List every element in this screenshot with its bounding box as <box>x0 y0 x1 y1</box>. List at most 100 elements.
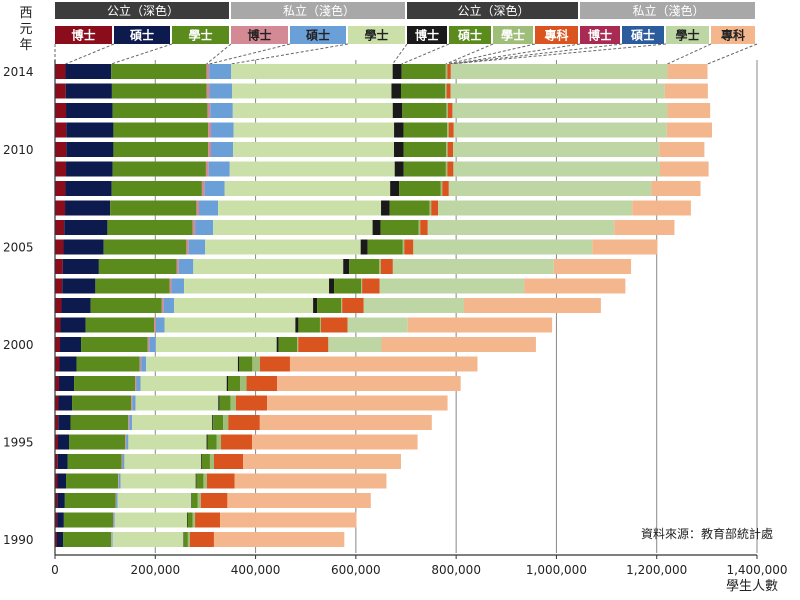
bar-1993-series-2 <box>66 473 119 489</box>
bar-1996-series-1 <box>58 415 71 430</box>
bar-2010-series-4 <box>210 142 234 157</box>
bar-2013-series-5 <box>232 83 392 99</box>
bar-2010-series-8 <box>446 142 448 157</box>
bar-1992-series-6 <box>191 493 192 508</box>
bar-1993-series-3 <box>118 473 119 489</box>
bar-2004-series-2 <box>98 259 177 274</box>
bar-2004-series-8 <box>379 259 381 274</box>
bar-2012-series-9 <box>447 103 453 118</box>
bar-2000-series-4 <box>149 337 156 352</box>
bar-2012-series-12 <box>452 103 668 118</box>
bar-2007-series-13 <box>632 200 691 216</box>
header-group-0 <box>55 2 229 19</box>
bar-2005-series-8 <box>402 239 405 255</box>
bar-2007-series-4 <box>199 200 219 216</box>
bar-1992-series-2 <box>64 493 116 508</box>
bar-1991-series-2 <box>63 512 114 528</box>
legend-connector-13 <box>667 43 712 65</box>
bar-1994-series-2 <box>67 454 122 469</box>
bar-2004-series-12 <box>392 259 554 274</box>
bar-2006-series-4 <box>195 220 214 235</box>
bar-2010-series-5 <box>233 142 395 157</box>
bar-2009-series-5 <box>229 161 395 177</box>
bar-2007-series-0 <box>55 200 66 216</box>
y-tick-label-4: 2010 <box>3 143 34 157</box>
bar-2009-series-12 <box>453 161 660 177</box>
bar-1999-series-4 <box>141 356 147 372</box>
legend-connector-10 <box>450 43 581 65</box>
bar-2001-series-0 <box>55 317 61 333</box>
bar-2010-series-3 <box>208 142 211 157</box>
bar-2000-series-7 <box>278 337 298 352</box>
bar-1996-series-3 <box>128 415 130 430</box>
bar-1997-series-8 <box>230 395 236 411</box>
legend-swatch-5 <box>348 26 405 44</box>
bar-2011-series-2 <box>113 122 209 138</box>
bar-1999-series-9 <box>259 356 290 372</box>
bar-2014-series-4 <box>209 64 232 79</box>
bar-2011-series-1 <box>66 122 114 138</box>
bar-2014-series-2 <box>111 64 207 79</box>
legend-connector-8 <box>445 43 494 65</box>
legend-swatch-9 <box>535 26 578 44</box>
header-layer: 公立（深色） 私立（淺色） 公立（深色） 私立（淺色） <box>55 2 755 19</box>
bar-1995-series-6 <box>206 434 208 450</box>
bar-2014-series-8 <box>445 64 448 79</box>
bar-2005-series-7 <box>367 239 403 255</box>
bar-2002-series-0 <box>55 298 62 313</box>
bar-2005-series-0 <box>55 239 64 255</box>
bar-2006-series-1 <box>64 220 108 235</box>
bar-2004-series-3 <box>176 259 179 274</box>
bar-2006-series-3 <box>192 220 196 235</box>
bar-1991-series-0 <box>55 512 58 528</box>
bar-1997-series-2 <box>72 395 132 411</box>
bar-1991-series-6 <box>186 512 188 528</box>
header-group-label-2: 公立（深色） <box>457 3 529 18</box>
header-group-3 <box>580 2 755 19</box>
bar-2002-series-3 <box>161 298 164 313</box>
bar-2003-series-2 <box>95 278 170 294</box>
bar-2006-series-5 <box>213 220 373 235</box>
bar-2003-series-12 <box>379 278 525 294</box>
bar-1992-series-5 <box>117 493 192 508</box>
legend-layer: 博士 碩士 學士 博士 碩士 學士 博士 碩士 學士 專科 博士 碩士 學士 專科 <box>54 26 758 65</box>
bar-1999-series-3 <box>139 356 142 372</box>
legend-label-9: 專科 <box>544 28 568 43</box>
bar-2001-series-1 <box>60 317 86 333</box>
bar-1996-series-2 <box>70 415 129 430</box>
bar-1990-series-13 <box>213 532 345 547</box>
bar-2011-series-12 <box>453 122 667 138</box>
bar-2002-series-8 <box>341 298 343 313</box>
bar-1999-series-2 <box>76 356 140 372</box>
bar-2003-series-7 <box>334 278 362 294</box>
legend-label-3: 博士 <box>247 28 271 43</box>
bar-1997-series-13 <box>267 395 448 411</box>
bar-2001-series-3 <box>154 317 156 333</box>
bar-2008-series-13 <box>651 181 701 196</box>
bar-2006-series-7 <box>380 220 419 235</box>
bar-2008-series-8 <box>440 181 443 196</box>
bar-2003-series-13 <box>524 278 626 294</box>
bar-2001-series-5 <box>164 317 296 333</box>
bar-1996-series-7 <box>213 415 224 430</box>
bar-2004-series-1 <box>62 259 99 274</box>
bar-2006-series-0 <box>55 220 65 235</box>
bar-1998-series-6 <box>226 376 228 391</box>
legend-connector-2 <box>111 43 173 65</box>
bar-2004-series-4 <box>178 259 194 274</box>
bar-1990-series-7 <box>183 532 188 547</box>
bar-1990-series-5 <box>112 532 184 547</box>
legend-label-10: 博士 <box>588 28 612 43</box>
bar-layer <box>55 64 712 547</box>
bar-1998-series-7 <box>227 376 241 391</box>
x-tick-label-6: 1,200,000 <box>626 563 687 577</box>
bar-2013-series-13 <box>664 83 708 99</box>
legend-swatch-13 <box>711 26 755 44</box>
legend-connector-12 <box>450 43 667 65</box>
bar-2012-series-0 <box>55 103 67 118</box>
bar-2005-series-5 <box>205 239 361 255</box>
bar-2003-series-8 <box>361 278 363 294</box>
bar-1998-series-2 <box>74 376 136 391</box>
bar-1990-series-2 <box>63 532 112 547</box>
bar-2010-series-7 <box>403 142 447 157</box>
